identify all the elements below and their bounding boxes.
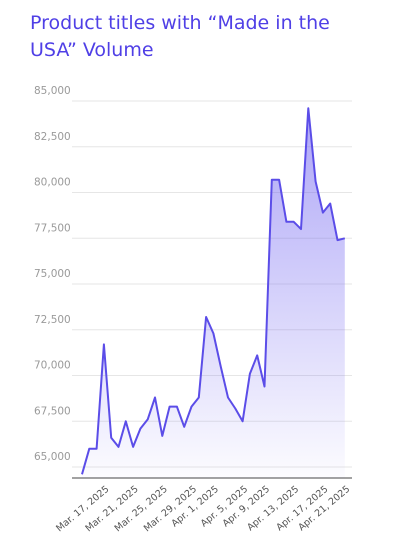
y-tick-label: 80,000 [34,177,71,189]
y-tick-label: 82,500 [34,131,71,143]
y-tick-label: 72,500 [34,314,71,326]
line [81,107,346,475]
y-tick-label: 85,000 [34,85,71,97]
area [82,108,345,479]
y-tick-label: 75,000 [34,268,71,280]
y-tick-label: 67,500 [34,405,71,417]
chart-title: Product titles with “Made in the USA” Vo… [30,12,330,61]
y-tick-label: 70,000 [34,360,71,372]
y-tick-label: 77,500 [34,222,71,234]
y-tick-label: 65,000 [34,451,71,463]
